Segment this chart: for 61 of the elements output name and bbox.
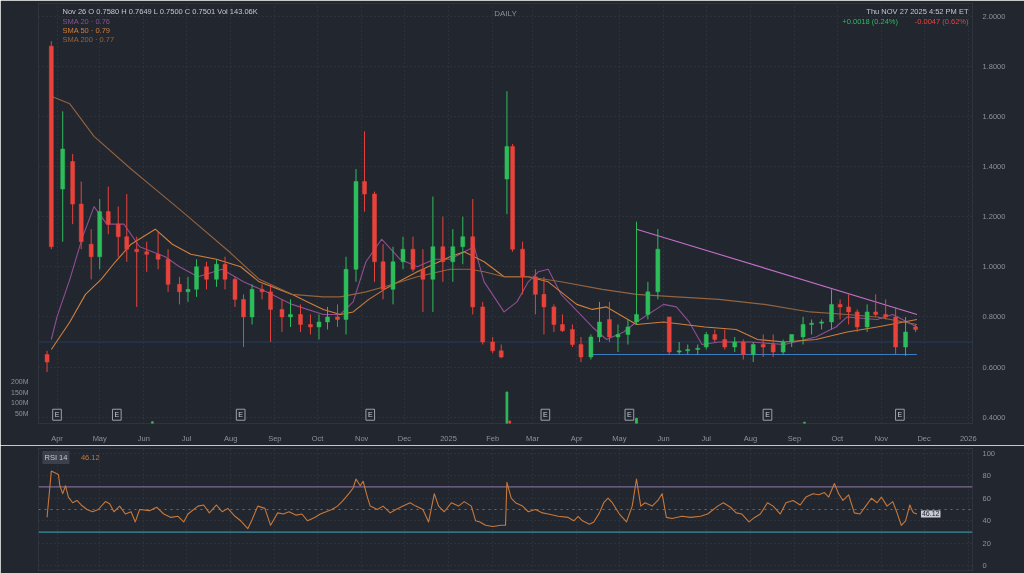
candlestick bbox=[570, 323, 575, 348]
candlestick bbox=[770, 333, 776, 358]
candlestick bbox=[222, 256, 228, 290]
candlestick bbox=[185, 276, 191, 303]
candlestick bbox=[846, 293, 851, 325]
candlestick bbox=[864, 303, 870, 333]
candlestick bbox=[106, 186, 111, 235]
candlestick bbox=[883, 298, 888, 320]
candlestick bbox=[541, 276, 547, 335]
candlestick bbox=[854, 308, 860, 333]
candlestick bbox=[460, 216, 466, 265]
candlestick bbox=[551, 303, 557, 333]
candlestick bbox=[750, 341, 756, 363]
candlestick bbox=[335, 303, 340, 328]
candlestick bbox=[837, 298, 843, 320]
candlestick bbox=[268, 283, 273, 343]
candlestick bbox=[645, 281, 651, 320]
candlestick bbox=[634, 221, 639, 325]
candlestick bbox=[760, 333, 766, 358]
candlestick bbox=[829, 288, 834, 330]
candlestick bbox=[279, 298, 285, 333]
candlestick bbox=[588, 333, 594, 361]
candlestick bbox=[155, 231, 161, 270]
candlestick bbox=[232, 276, 238, 308]
candlestick bbox=[597, 301, 602, 343]
candlestick bbox=[625, 318, 631, 346]
candlestick bbox=[533, 268, 538, 315]
candlestick bbox=[204, 261, 209, 290]
candlestick bbox=[722, 328, 728, 351]
candlestick bbox=[741, 339, 746, 361]
candlestick bbox=[362, 130, 367, 213]
candlestick bbox=[115, 206, 121, 258]
candlestick bbox=[903, 316, 908, 357]
candlestick bbox=[607, 301, 612, 343]
candlestick bbox=[615, 323, 621, 353]
candlestick bbox=[450, 228, 456, 283]
candlestick bbox=[578, 336, 584, 363]
candlestick bbox=[873, 293, 878, 318]
candlestick bbox=[88, 228, 94, 280]
candlestick bbox=[800, 316, 806, 346]
candlestick bbox=[124, 193, 130, 263]
candlestick bbox=[288, 298, 293, 328]
candlestick bbox=[177, 276, 182, 305]
line-series bbox=[50, 228, 918, 351]
candlestick bbox=[144, 241, 149, 273]
line-series bbox=[46, 470, 918, 530]
text: DAILY bbox=[494, 9, 518, 18]
candlestick bbox=[298, 303, 303, 333]
candlestick bbox=[241, 293, 246, 348]
candlestick bbox=[44, 350, 50, 373]
candlestick bbox=[325, 306, 330, 330]
candlestick bbox=[440, 216, 446, 283]
candlestick bbox=[410, 236, 416, 273]
candlestick bbox=[316, 313, 322, 340]
candlestick bbox=[134, 236, 139, 308]
candlestick bbox=[308, 313, 313, 335]
candlestick bbox=[259, 283, 265, 300]
candlestick bbox=[194, 258, 199, 298]
candlestick bbox=[420, 248, 426, 313]
candlestick bbox=[400, 236, 406, 270]
candlestick bbox=[214, 258, 219, 288]
